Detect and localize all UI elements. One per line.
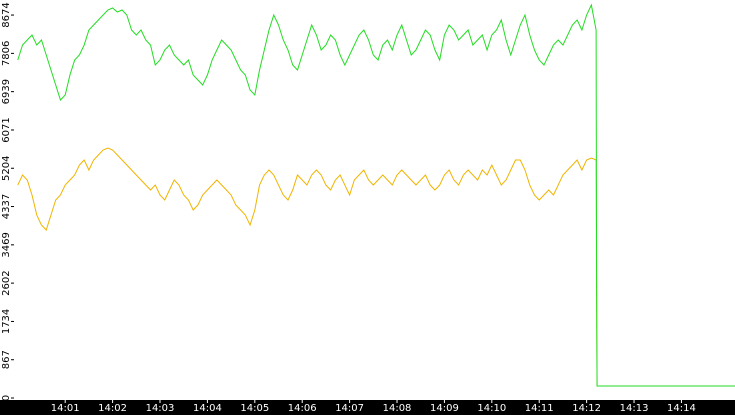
y-tick-label: 6939 <box>1 79 12 104</box>
y-tick-label: 4337 <box>1 194 12 219</box>
series-line <box>17 147 735 387</box>
x-tick-label: 14:09 <box>430 403 459 414</box>
x-tick-label: 14:03 <box>146 403 175 414</box>
y-tick-label: 6071 <box>1 117 12 142</box>
x-tick-label: 14:12 <box>572 403 601 414</box>
x-tick-label: 14:07 <box>335 403 364 414</box>
x-tick-label: 14:11 <box>525 403 554 414</box>
x-tick-label: 14:06 <box>288 403 317 414</box>
y-tick-label: 7806 <box>1 41 12 66</box>
y-tick-label: 867 <box>1 350 12 369</box>
y-tick-label: 0 <box>1 395 12 401</box>
x-tick-label: 14:14 <box>667 403 696 414</box>
x-tick-label: 14:13 <box>620 403 649 414</box>
y-tick-label: 1734 <box>1 309 12 334</box>
x-tick-label: 14:08 <box>383 403 412 414</box>
x-tick-label: 14:01 <box>51 403 80 414</box>
x-tick-label: 14:10 <box>477 403 506 414</box>
y-tick-label: 5204 <box>1 156 12 181</box>
series-line <box>17 3 735 387</box>
x-axis-bar <box>0 400 735 415</box>
x-tick-label: 14:05 <box>240 403 269 414</box>
x-tick-label: 14:04 <box>193 403 222 414</box>
y-tick-label: 2602 <box>1 270 12 295</box>
y-tick-label: 3469 <box>1 232 12 257</box>
x-tick-label: 14:02 <box>98 403 127 414</box>
y-tick-label: 8674 <box>1 2 12 27</box>
